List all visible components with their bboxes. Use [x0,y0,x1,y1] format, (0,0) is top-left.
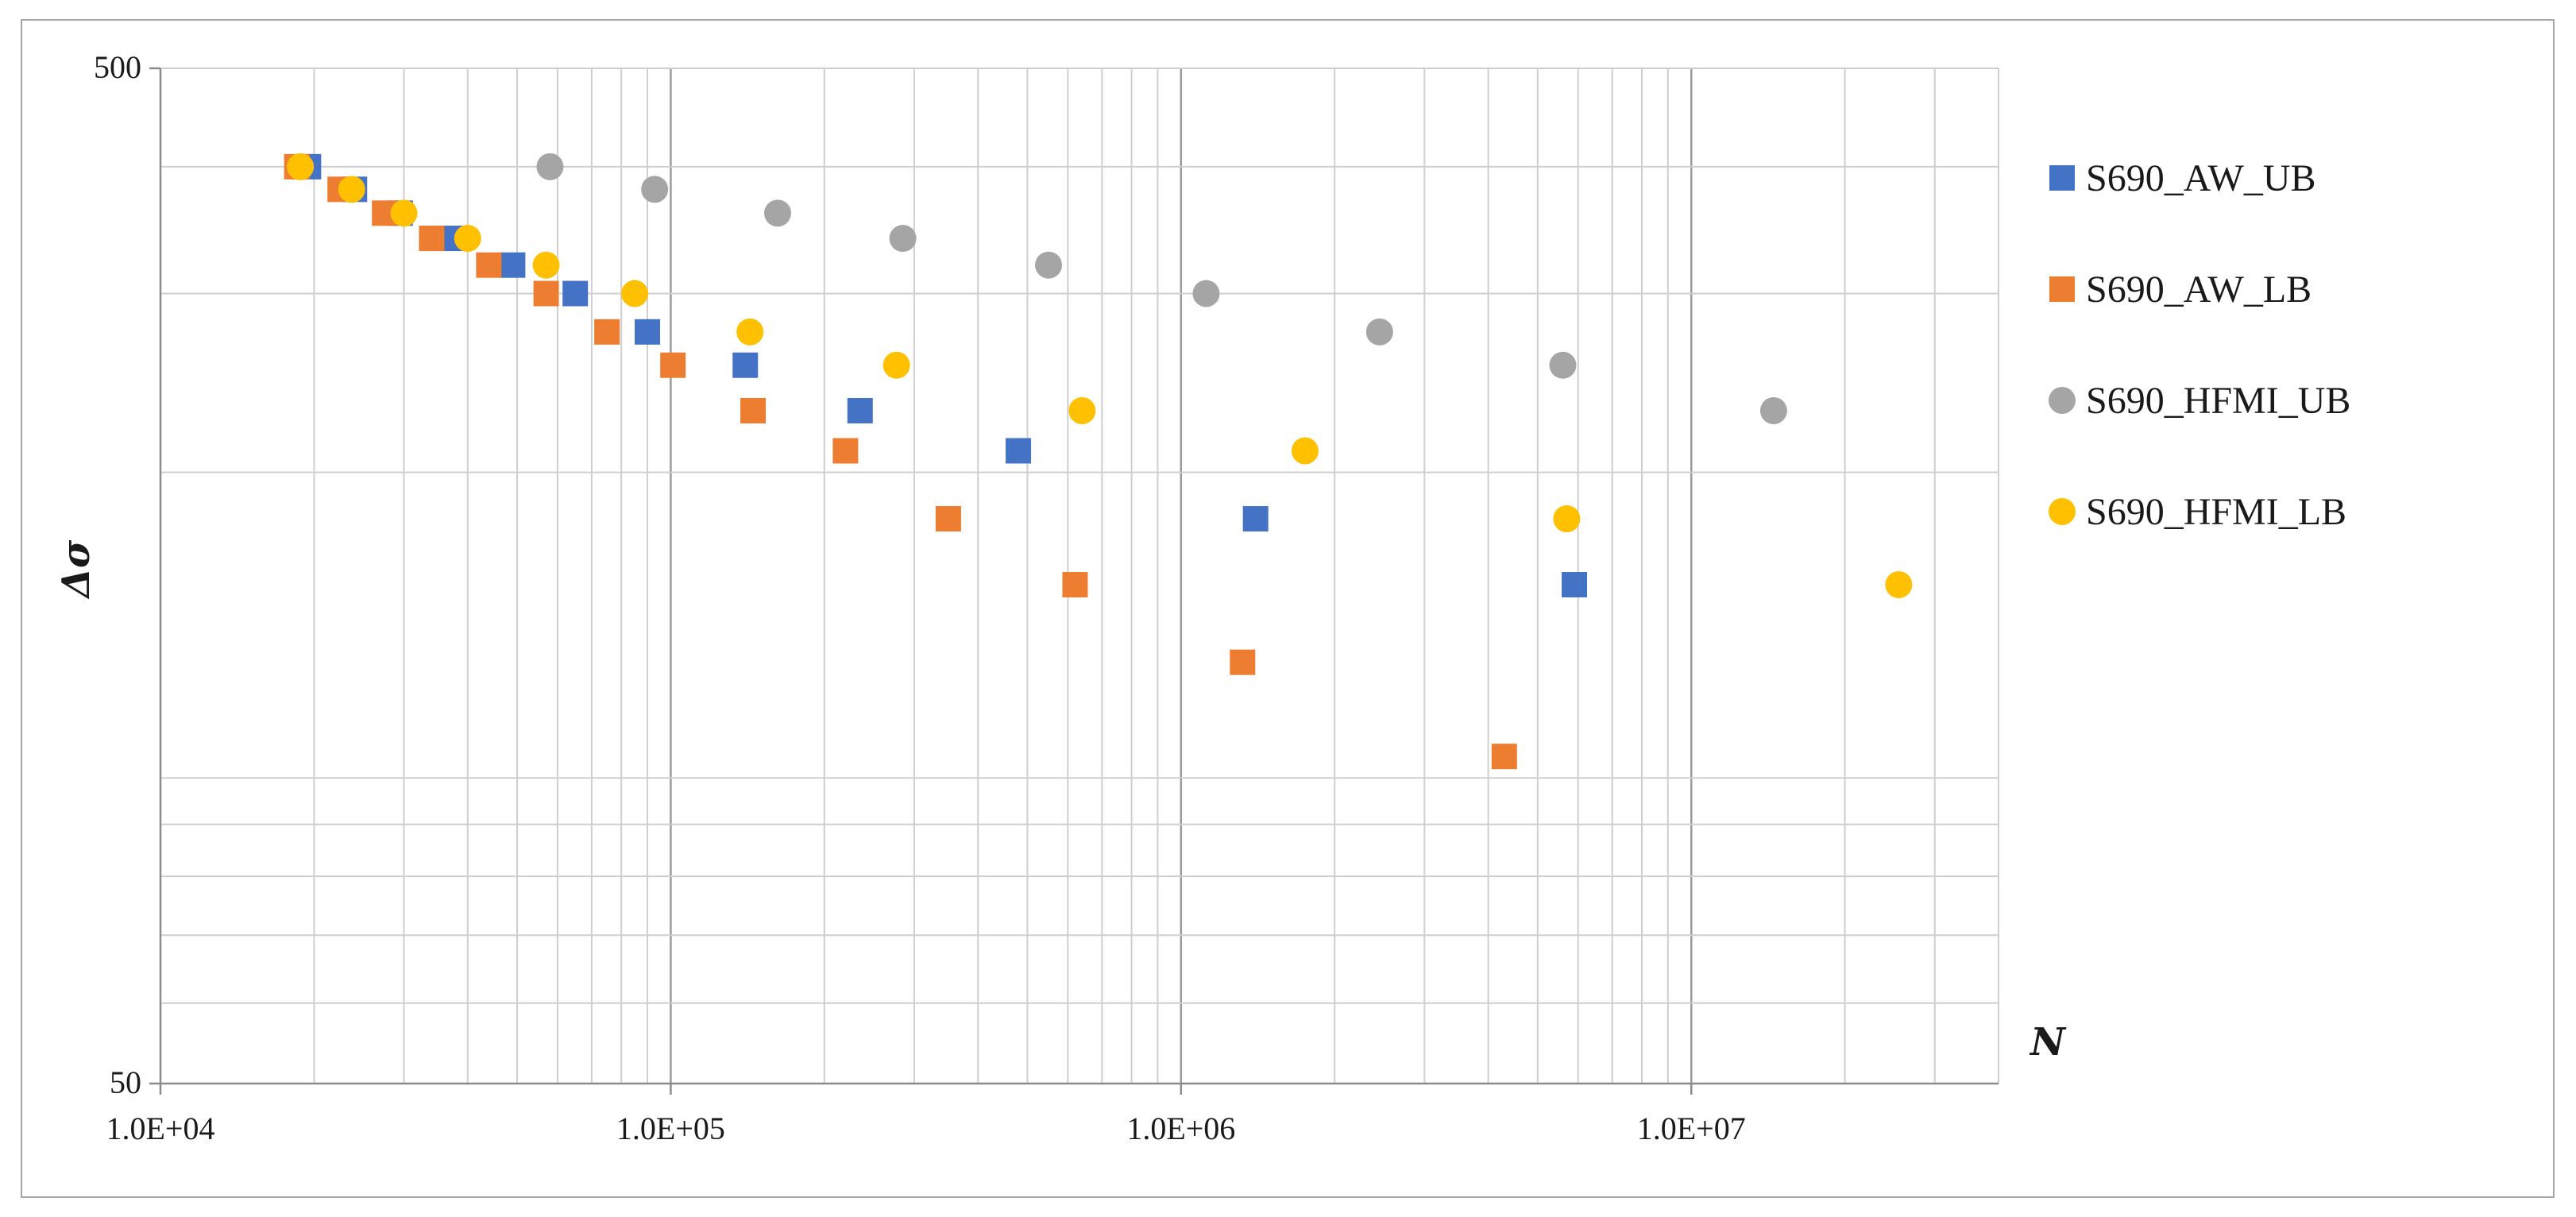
data-point [1068,396,1096,424]
data-point [338,176,365,203]
axes [149,67,1999,1095]
legend-label: S690_HFMI_UB [2086,380,2350,422]
data-point [1553,505,1581,533]
legend-marker [2049,165,2075,191]
legend-item: S690_AW_UB [2049,157,2316,199]
grid [160,68,1999,1084]
data-point [1549,351,1577,379]
series-s690-hfmi-ub [536,153,1787,424]
data-point [1230,649,1256,675]
legend-marker [2049,498,2076,525]
data-point [847,397,873,423]
data-point [740,397,767,423]
data-point [732,352,759,378]
series-s690-hfmi-lb [287,153,1913,599]
y-tick-label: 500 [94,49,141,85]
y-axis-title: Δσ [54,539,98,599]
x-tick-label: 1.0E+06 [1126,1111,1235,1146]
data-point [476,252,502,278]
x-tick-labels: 1.0E+04 1.0E+05 1.0E+06 1.0E+07 [106,1111,1746,1146]
legend-item: S690_HFMI_LB [2049,491,2346,533]
data-point [660,352,686,378]
y-tick-label: 50 [110,1064,141,1100]
data-point [832,438,859,464]
data-point [1365,318,1393,346]
x-tick-label: 1.0E+05 [616,1111,725,1146]
data-point [641,176,669,203]
x-tick-label: 1.0E+07 [1637,1111,1746,1146]
legend-label: S690_AW_UB [2086,157,2316,199]
legend-marker [2049,387,2076,414]
data-point [1562,572,1588,598]
data-point [1491,744,1517,770]
legend-label: S690_HFMI_LB [2086,491,2346,533]
data-point [562,280,589,307]
data-point [1035,251,1063,279]
legend-label: S690_AW_LB [2086,269,2311,311]
data-point [536,153,564,180]
legend-item: S690_AW_LB [2049,269,2311,311]
data-point [635,319,661,345]
data-point [594,319,620,345]
data-point [1885,571,1913,599]
data-point [1192,280,1220,307]
data-point [1062,572,1088,598]
data-point [736,318,764,346]
data-point [889,225,917,253]
data-point [419,226,445,252]
legend-marker [2049,276,2075,302]
data-point [1759,396,1787,424]
legend-item: S690_HFMI_UB [2049,380,2350,422]
data-point [1291,437,1319,465]
chart-frame: 50 500 1.0E+04 1.0E+05 1.0E+06 1.0E+07 Δσ N … [21,19,2555,1198]
data-point [533,280,559,307]
data-point [764,199,792,227]
x-axis-title: N [2029,1020,2067,1064]
data-point [935,506,961,532]
x-tick-label: 1.0E+04 [106,1111,215,1146]
data-point [1242,506,1269,532]
data-point [390,199,418,227]
data-point [882,351,910,379]
data-point [532,251,560,279]
data-point [621,280,649,307]
legend: S690_AW_UB S690_AW_LB S690_HFMI_UB S690_HFM… [2049,157,2350,533]
data-point [1006,438,1032,464]
data-points [284,153,1913,770]
data-point [500,252,526,278]
data-point [454,225,481,253]
data-point [287,153,315,180]
y-tick-labels: 50 500 [94,49,141,1100]
